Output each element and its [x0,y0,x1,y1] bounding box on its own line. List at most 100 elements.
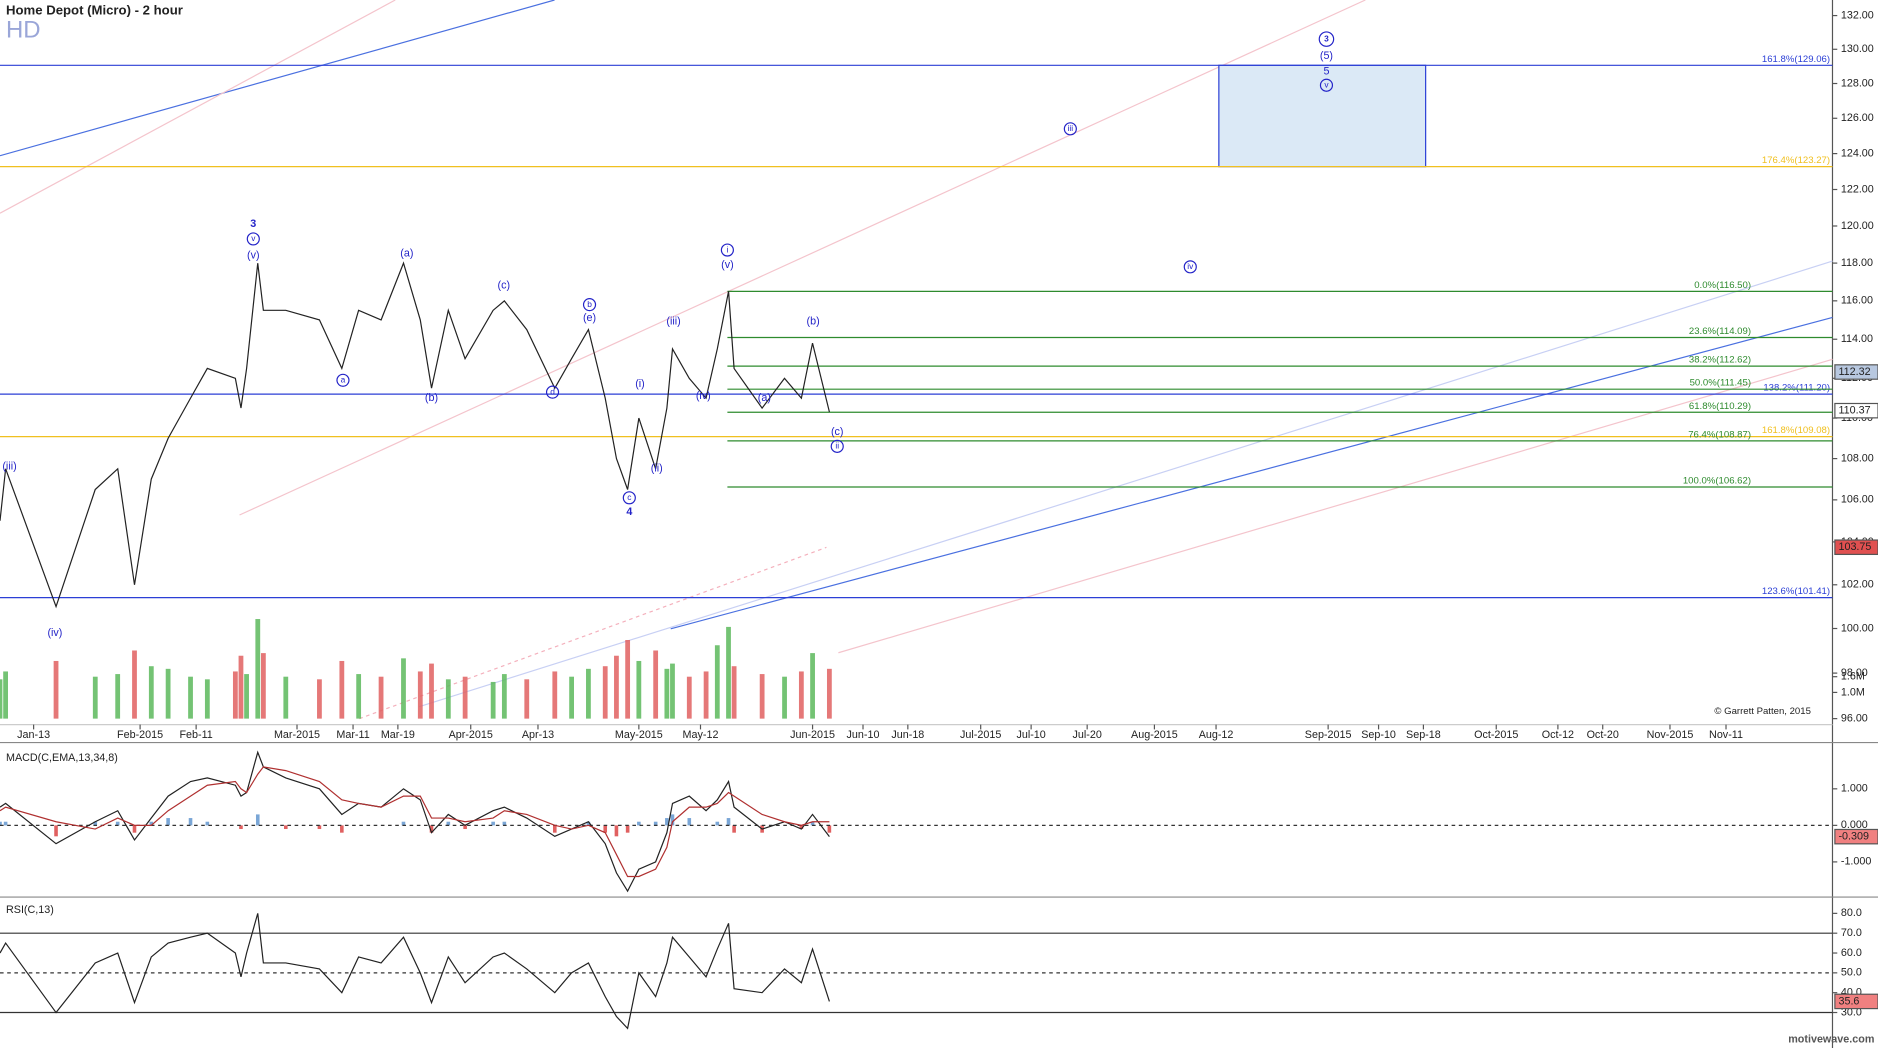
x-tick-label: Jun-10 [847,729,880,741]
histogram-bar [799,825,804,830]
x-tick-label: Sep-18 [1406,729,1441,741]
y-tick-label: 106.00 [1841,494,1874,506]
level-label: 76.4%(108.87) [1688,429,1751,440]
x-tick-label: Jul-2015 [960,729,1001,741]
wave-circle [720,243,734,257]
volume-bar [625,640,631,719]
x-tick-label: Mar-19 [381,729,415,741]
volume-bar [782,676,787,719]
histogram-bar [614,825,619,837]
y-tick-label: 130.00 [1841,43,1874,55]
y-tick-label: 124.00 [1841,147,1874,159]
y-tick-label: 108.00 [1841,452,1874,464]
wave-label: (e) [583,312,596,324]
y-tick-label: 128.00 [1841,77,1874,89]
copyright: © Garrett Patten, 2015 [1714,706,1811,717]
volume-bar [686,676,692,719]
trend-lines [0,0,1833,720]
x-tick-label: Jul-10 [1016,729,1045,741]
level-label: 38.2%(112.62) [1689,355,1751,366]
chart-title: Home Depot (Micro) - 2 hour [6,2,183,17]
trend-line [838,358,1833,654]
wave-label: (a) [758,392,771,404]
last-value-label: 35.6 [1838,995,1859,1007]
wave-label: v [251,233,256,243]
price-marker-label: 103.75 [1838,541,1871,553]
wave-label: (5) [1320,50,1333,62]
x-tick-label: Sep-2015 [1305,729,1352,741]
volume-bar [798,671,804,719]
histogram-bar [552,825,557,833]
volume-bar [636,660,642,719]
level-label: 100.0%(106.62) [1683,476,1751,487]
wave-label: a [341,374,346,384]
volume-bar [3,671,8,719]
y-tick-label: 60.0 [1841,947,1862,959]
histogram-bar [653,821,658,826]
wave-label: 3 [250,218,256,230]
volume-bar [524,679,530,719]
volume-bar [670,663,675,719]
level-label: 176.4%(123.27) [1762,155,1830,166]
volume-bar [826,668,832,719]
histogram-bar [166,818,170,826]
price-marker-label: 112.32 [1838,366,1870,378]
volume-bar [664,668,670,719]
y-tick-label: 70.0 [1841,927,1862,939]
x-tick-label: May-2015 [615,729,663,741]
y-tick-label: -1.000 [1841,856,1872,868]
wave-circle [1183,260,1197,274]
wave-label: (ii) [651,463,663,475]
volume-bar [165,668,171,719]
histogram-bar [188,818,193,826]
wave-circle [336,373,350,387]
trend-line [670,316,1833,630]
y-tick-label: 50.0 [1841,967,1862,979]
wave-label: (a) [400,248,413,260]
histogram-bar [732,825,736,833]
wave-label: 4 [626,506,632,518]
histogram-bar [726,818,731,826]
x-tick-label: Feb-2015 [117,729,163,741]
volume-bar [602,666,608,719]
y-tick-label: 114.00 [1841,333,1873,345]
x-tick-label: Jan-13 [17,729,50,741]
x-tick-label: Aug-12 [1199,729,1234,741]
level-label: 161.8%(129.06) [1762,54,1830,65]
histogram-bar [255,814,260,826]
volume-bar [232,671,238,719]
last-value-label: -0.309 [1838,830,1869,842]
wave-label: 5 [1323,65,1329,77]
volume-bar [614,655,619,719]
volume-bar [339,660,345,719]
wave-label: (b) [425,392,438,404]
histogram-bar [665,818,669,826]
price-marker-label: 110.37 [1838,405,1870,417]
histogram-bar [284,825,288,830]
histogram-bar [491,821,495,826]
x-tick-label: Sep-10 [1361,729,1396,741]
x-tick-label: May-12 [683,729,719,741]
wave-label: (c) [498,280,511,292]
y-tick-label: 98.00 [1841,667,1868,679]
volume-bar [356,674,362,719]
trend-line [239,0,1366,516]
trend-line [419,260,1833,708]
x-tick-label: Jul-20 [1072,729,1101,741]
histogram-bar [446,821,451,826]
y-tick-label: 118.00 [1841,257,1873,269]
y-tick-label: 126.00 [1841,112,1874,124]
volume-bar [92,676,98,719]
level-label: 138.2%(111.20) [1763,383,1830,394]
wave-label: 3 [1324,33,1329,43]
wave-label: (v) [721,259,734,271]
y-tick-label: 96.00 [1841,712,1868,724]
volume-bar [255,619,261,719]
wave-circle [622,491,636,505]
histogram-bar [502,821,507,826]
y-tick-label: 100.00 [1841,622,1874,634]
y-tick-label: 120.00 [1841,220,1874,232]
volume-bar [53,660,59,719]
level-label: 61.8%(110.29) [1689,401,1751,412]
